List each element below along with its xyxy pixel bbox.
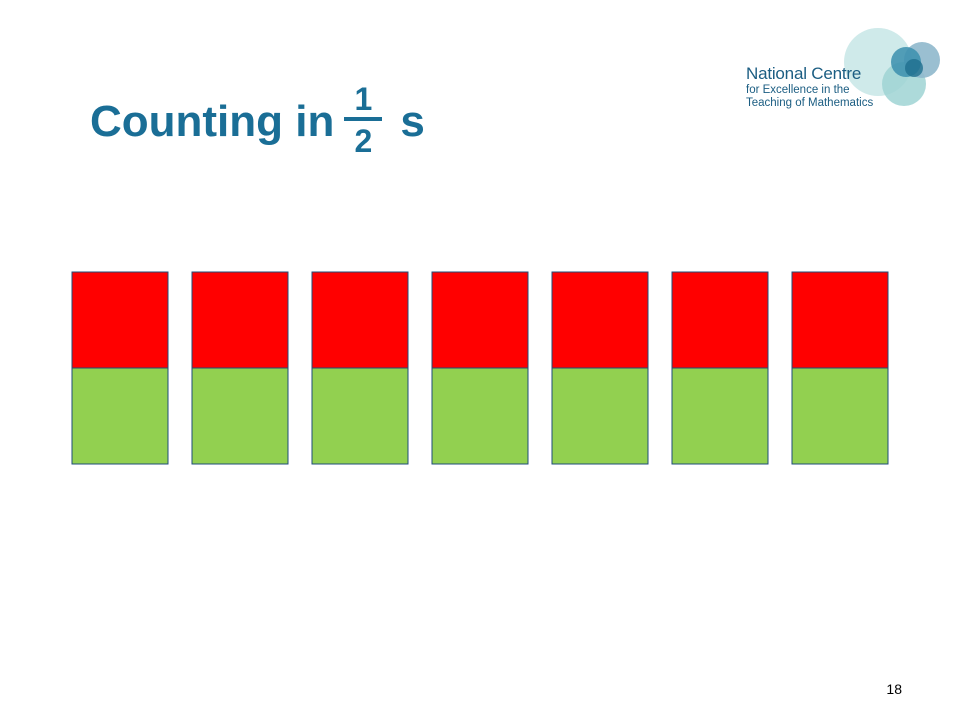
bar-6: [671, 271, 769, 465]
bar-1-top-half: [71, 271, 169, 369]
logo-circles-icon: [844, 28, 940, 106]
page-number: 18: [886, 681, 902, 697]
bar-7-top-half: [791, 271, 889, 369]
bar-1: [71, 271, 169, 465]
bar-1-bottom-half: [71, 367, 169, 465]
ncetm-logo: National Centre for Excellence in the Te…: [746, 20, 946, 120]
logo-line-3: Teaching of Mathematics: [746, 97, 874, 109]
slide-title: Counting in 1 2 s: [90, 83, 425, 157]
logo-line-2: for Excellence in the: [746, 84, 850, 96]
bar-2: [191, 271, 289, 465]
logo-text: National Centre for Excellence in the Te…: [746, 64, 873, 110]
title-prefix: Counting in: [90, 97, 335, 146]
bar-4-bottom-half: [431, 367, 529, 465]
bar-6-bottom-half: [671, 367, 769, 465]
bar-7: [791, 271, 889, 465]
bar-5: [551, 271, 649, 465]
bar-4-top-half: [431, 271, 529, 369]
fraction-numerator: 1: [354, 81, 373, 117]
bar-3-top-half: [311, 271, 409, 369]
bar-6-top-half: [671, 271, 769, 369]
logo-line-1: National Centre: [746, 64, 862, 83]
bar-4: [431, 271, 529, 465]
fraction: 1 2: [344, 81, 383, 159]
bar-2-bottom-half: [191, 367, 289, 465]
bar-5-top-half: [551, 271, 649, 369]
bar-3: [311, 271, 409, 465]
fraction-denominator: 2: [354, 123, 373, 159]
title-suffix: s: [400, 97, 425, 146]
fraction-bar: [344, 117, 383, 121]
bar-5-bottom-half: [551, 367, 649, 465]
bar-7-bottom-half: [791, 367, 889, 465]
bar-3-bottom-half: [311, 367, 409, 465]
bar-2-top-half: [191, 271, 289, 369]
